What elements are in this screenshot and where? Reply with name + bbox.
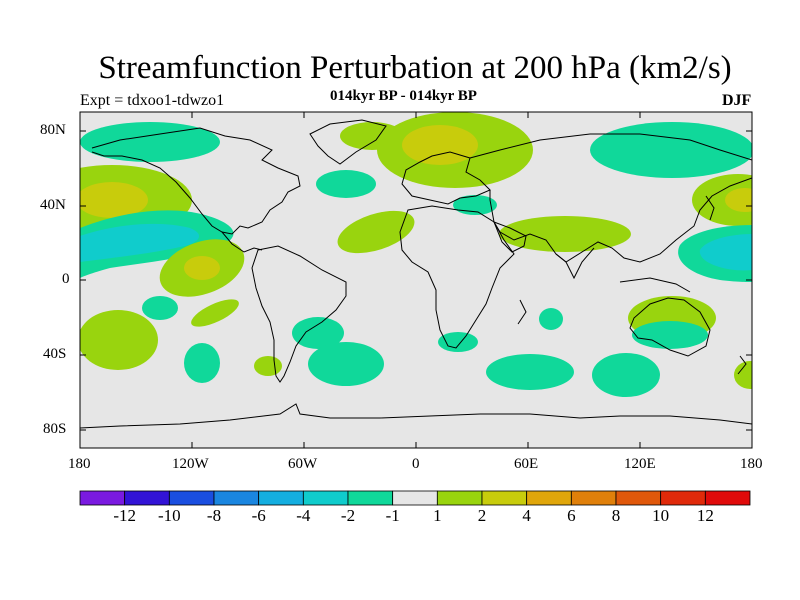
anomaly-negative-sio <box>539 308 563 330</box>
lon-label-180w: 180 <box>68 456 91 472</box>
period-label: 014kyr BP - 014kyr BP <box>330 88 477 104</box>
coast-new-zealand <box>737 355 747 375</box>
colorbar-label-8: 2 <box>477 506 487 525</box>
colorbar-label-12: 10 <box>652 506 670 525</box>
anomaly-negative-safr <box>438 332 478 352</box>
colorbar-swatch-14 <box>704 490 751 506</box>
colorbar-swatch-2 <box>168 490 215 506</box>
colorbar-label-1: -10 <box>157 506 181 525</box>
anomaly-positive-sam <box>254 356 282 376</box>
colorbar-swatch-6 <box>347 490 394 506</box>
anomaly-positive-npac-core <box>80 182 148 218</box>
anomaly-positive-wpac <box>692 174 752 226</box>
coast-arabia <box>493 221 527 253</box>
coast-se-asia-islands <box>619 277 691 293</box>
chart-title: Streamfunction Perturbation at 200 hPa (… <box>98 50 732 86</box>
anomaly-negative-aus <box>632 321 708 349</box>
coast-north-america <box>91 127 301 235</box>
coast-madagascar <box>517 299 527 325</box>
colorbar-label-2: -8 <box>206 506 222 525</box>
coast-india <box>555 247 595 280</box>
colorbar-swatch-1 <box>124 490 170 506</box>
colorbar-swatch-0 <box>79 490 126 506</box>
colorbar-swatch-3 <box>213 490 260 506</box>
anomaly-negative-siberia <box>590 122 752 178</box>
coast-asia <box>469 133 752 263</box>
coast-europe <box>401 151 491 205</box>
coast-antarctica <box>80 403 752 429</box>
anomaly-positive-etpac-core <box>184 256 220 280</box>
coast-south-america <box>251 245 347 383</box>
coastlines <box>80 119 752 429</box>
colorbar-swatch-13 <box>660 490 706 506</box>
anomaly-negative-sio2 <box>486 354 574 390</box>
colorbar-label-5: -2 <box>340 506 356 525</box>
colorbar-swatch-4 <box>258 490 304 506</box>
colorbar-swatch-12 <box>615 490 662 506</box>
colorbar <box>79 490 751 506</box>
anomaly-negative-spac <box>142 296 178 320</box>
anomaly-negative-arctic-can <box>80 122 220 162</box>
lat-label-0: 0 <box>62 271 70 287</box>
colorbar-swatch-5 <box>302 490 349 506</box>
coast-australia <box>629 297 711 357</box>
anomaly-positive-matl <box>337 210 415 254</box>
coast-japan <box>705 195 715 221</box>
anomaly-negative-satl2 <box>308 342 384 386</box>
colorbar-label-9: 4 <box>522 506 531 525</box>
season-label: DJF <box>722 92 752 109</box>
lon-label-120w: 120W <box>172 456 209 472</box>
anomaly-positive-spac2 <box>191 299 239 327</box>
anomaly-positive-asia <box>499 216 631 252</box>
lon-label-60w: 60W <box>288 456 318 472</box>
anomaly-positive-swpac <box>734 361 752 389</box>
colorbar-swatch-7 <box>392 490 438 506</box>
axis-ticks <box>80 112 752 448</box>
colorbar-label-7: 1 <box>433 506 442 525</box>
colorbar-label-6: -1 <box>385 506 400 525</box>
anomaly-negative-spac2 <box>184 343 220 383</box>
colorbar-swatch-10 <box>526 490 572 506</box>
anomaly-negative-satl <box>292 317 344 349</box>
lon-label-60e: 60E <box>514 456 539 472</box>
colorbar-label-10: 6 <box>567 506 576 525</box>
colorbar-swatch-11 <box>570 490 617 506</box>
lon-label-180e: 180 <box>740 456 763 472</box>
colorbar-label-0: -12 <box>113 506 136 525</box>
lon-label-0: 0 <box>412 456 420 472</box>
lat-label-80s: 80S <box>43 421 67 437</box>
anomaly-positive-wpac-core <box>725 188 752 212</box>
anomaly-negative-trop-wpac-core <box>699 234 752 271</box>
anomaly-negative-med <box>453 195 497 215</box>
anomaly-negative-subtrop-pac-core <box>80 223 200 262</box>
coast-africa <box>399 205 515 349</box>
lat-label-40n: 40N <box>40 197 66 213</box>
colorbar-label-4: -4 <box>296 506 311 525</box>
anomaly-negative-natl <box>316 170 376 198</box>
anomaly-positive-europe-core <box>402 125 478 165</box>
experiment-label: Expt = tdxoo1-tdwzo1 <box>80 92 225 109</box>
colorbar-swatch-9 <box>481 490 528 506</box>
lat-label-80n: 80N <box>40 122 66 138</box>
anomaly-negative-sio3 <box>592 353 660 397</box>
anomaly-positive-spac <box>80 310 158 370</box>
colorbar-label-13: 12 <box>696 506 714 525</box>
coast-central-america <box>221 231 263 253</box>
colorbar-swatch-8 <box>436 490 483 506</box>
colorbar-label-11: 8 <box>611 506 621 525</box>
lon-label-120e: 120E <box>624 456 656 472</box>
lat-label-40s: 40S <box>43 346 67 362</box>
coast-greenland <box>309 119 387 165</box>
colorbar-label-3: -6 <box>251 506 266 525</box>
